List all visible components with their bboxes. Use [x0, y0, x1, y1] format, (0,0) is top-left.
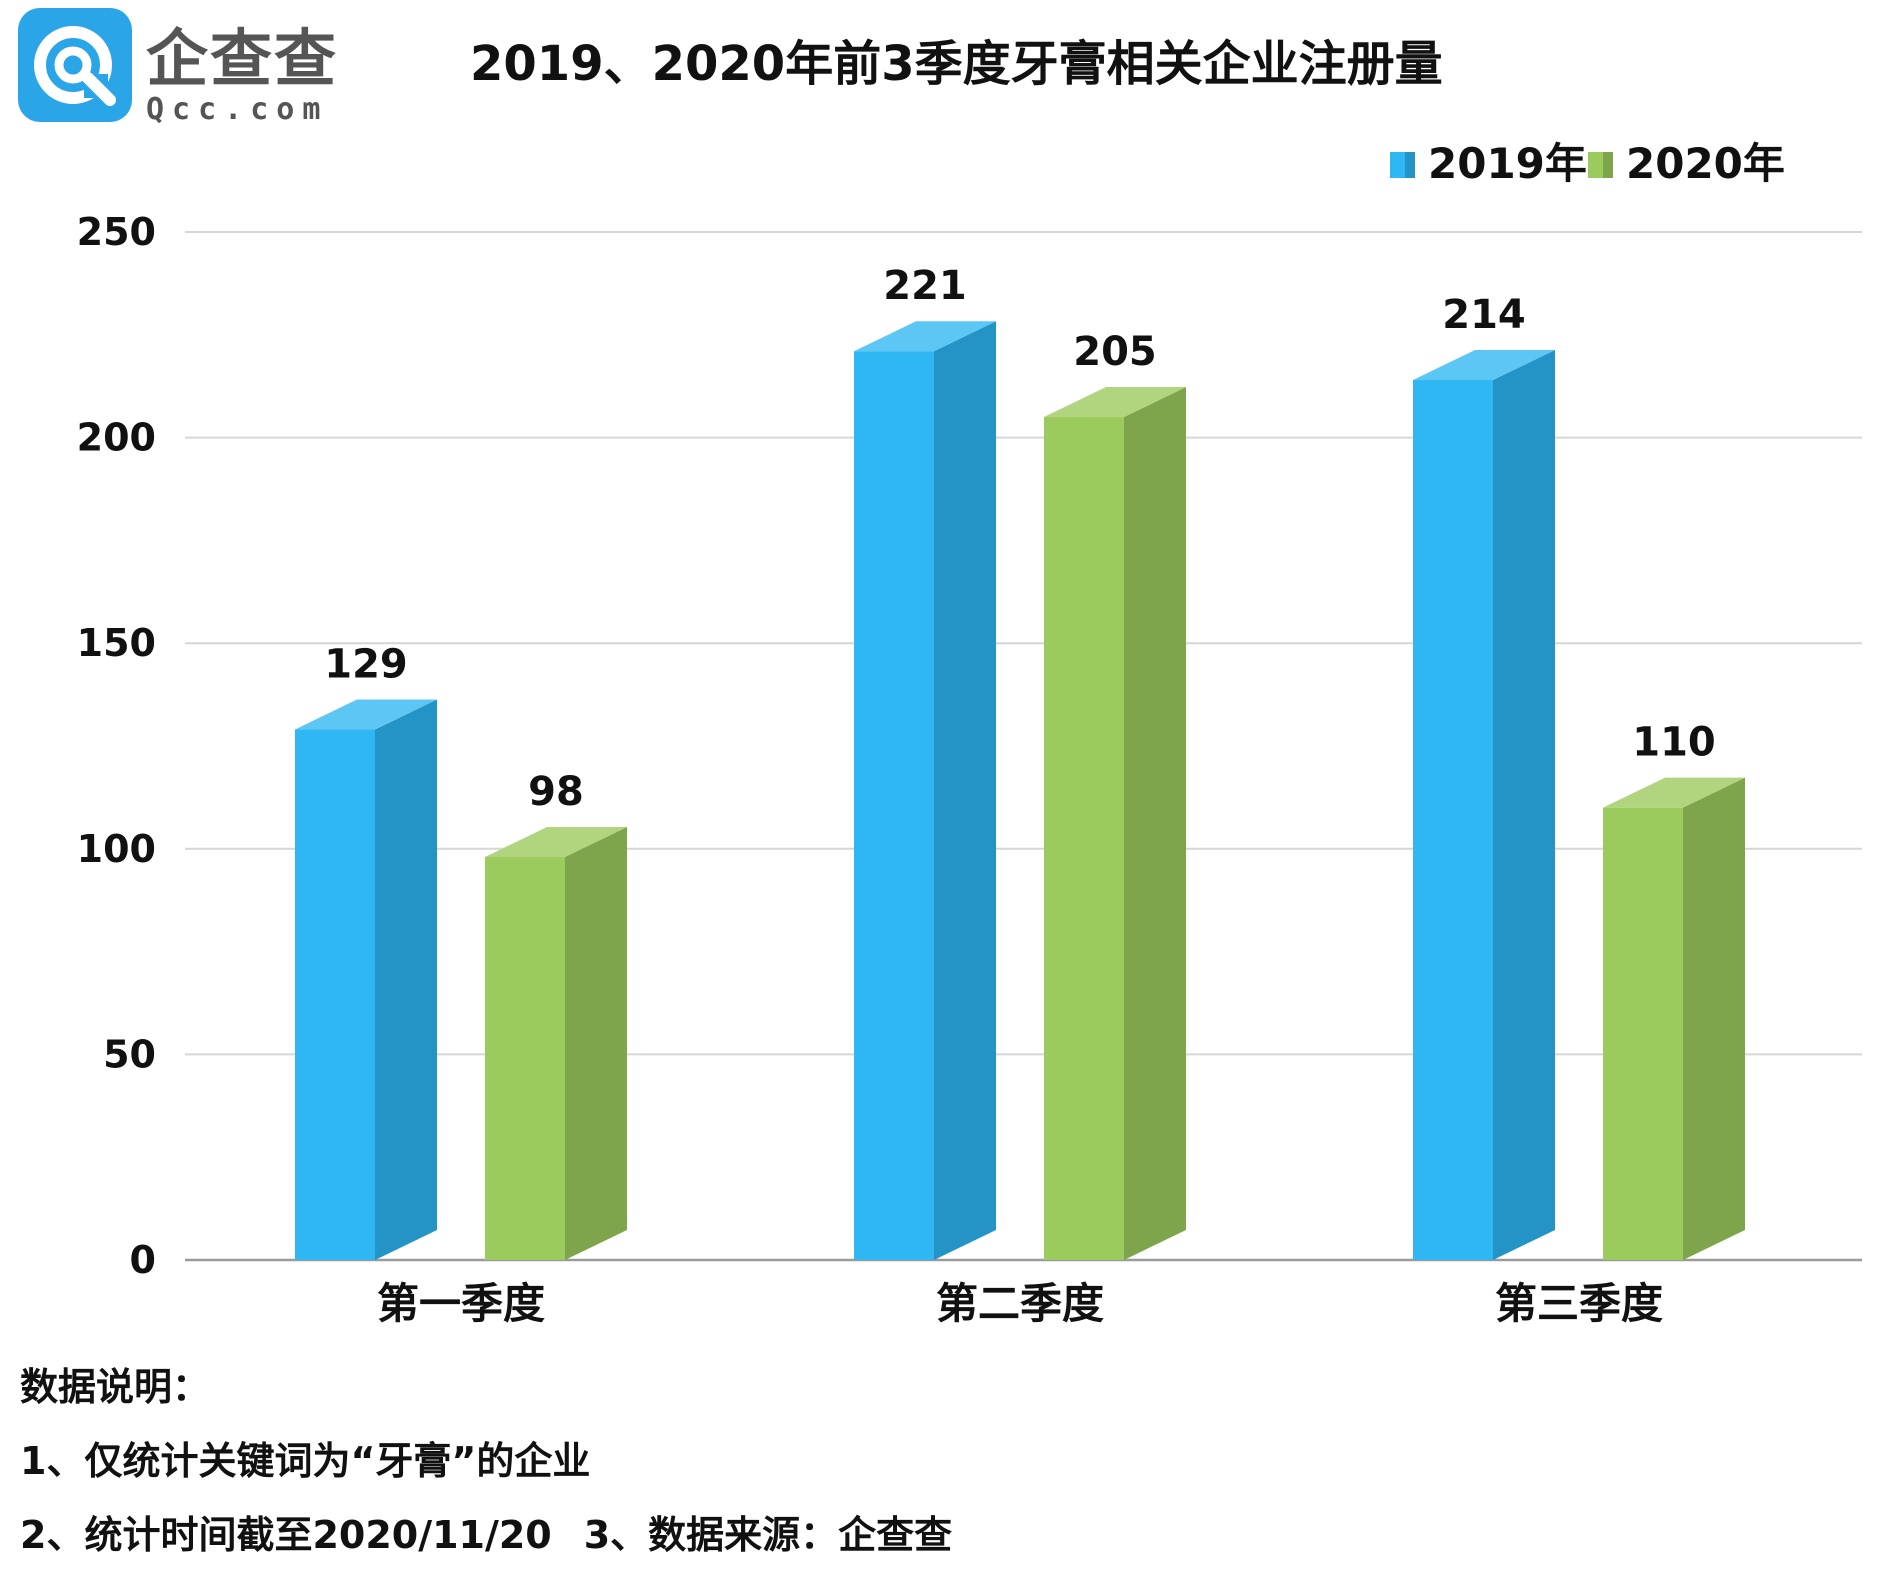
bar-front — [1044, 417, 1124, 1260]
notes-line-2: 2、统计时间截至2020/11/20 3、数据来源：企查查 — [20, 1498, 952, 1572]
bar-front — [295, 729, 375, 1260]
label-layer: 0 50 100 150 200 250 129 98 第一季度 221 205 第二季度 214 110… — [77, 210, 1716, 1328]
data-label: 129 — [324, 642, 408, 688]
logo-name: 企查查 — [146, 22, 339, 95]
bar-top — [1413, 350, 1555, 381]
notes-heading: 数据说明： — [20, 1365, 211, 1409]
y-tick-label: 100 — [77, 827, 156, 871]
bar-top — [1603, 777, 1745, 808]
bar-top — [485, 827, 627, 858]
bar — [1413, 350, 1555, 1261]
legend-label: 2020年 — [1626, 139, 1785, 188]
y-tick-label: 150 — [77, 621, 156, 665]
bar — [854, 321, 996, 1260]
data-label: 205 — [1073, 329, 1157, 375]
data-label: 214 — [1442, 292, 1526, 338]
y-tick-label: 50 — [103, 1032, 156, 1076]
legend-item: 2020年 — [1588, 139, 1785, 188]
data-notes: 数据说明： 1、仅统计关键词为“牙膏”的企业 2、统计时间截至2020/11/2… — [20, 1350, 952, 1572]
logo-url: Qcc.com — [146, 92, 329, 127]
bar-front — [1413, 380, 1493, 1261]
notes-line-1: 1、仅统计关键词为“牙膏”的企业 — [20, 1439, 591, 1483]
data-label: 221 — [883, 263, 967, 309]
y-tick-label: 200 — [77, 416, 156, 460]
bar-side — [1683, 777, 1745, 1260]
bar-side — [1124, 387, 1186, 1260]
bar-front — [1603, 807, 1683, 1260]
x-tick-label: 第二季度 — [936, 1279, 1104, 1328]
x-tick-label: 第三季度 — [1495, 1279, 1663, 1328]
bar-top — [295, 699, 437, 730]
bar-front — [854, 351, 934, 1260]
chart-title: 2019、2020年前3季度牙膏相关企业注册量 — [470, 36, 1443, 92]
legend-swatch-side — [1405, 152, 1415, 178]
bar-side — [565, 827, 627, 1260]
bar-side — [1493, 350, 1555, 1261]
legend-swatch-front — [1390, 152, 1405, 178]
bar — [1044, 387, 1186, 1260]
legend-swatch-side — [1603, 152, 1613, 178]
bar — [295, 699, 437, 1260]
y-tick-label: 250 — [77, 210, 156, 254]
legend-swatch-front — [1588, 152, 1603, 178]
qcc-logo-icon — [18, 8, 132, 122]
data-label: 110 — [1632, 720, 1716, 766]
data-label: 98 — [528, 769, 584, 815]
bar — [1603, 777, 1745, 1260]
bar — [485, 827, 627, 1260]
bar-layer — [295, 321, 1745, 1261]
qcc-logo: 企查查 Qcc.com — [18, 8, 358, 127]
notes-line-2-date: 2、统计时间截至2020/11/20 — [20, 1513, 552, 1557]
y-tick-label: 0 — [130, 1238, 156, 1282]
legend-label: 2019年 — [1428, 139, 1587, 188]
notes-line-2-source: 3、数据来源：企查查 — [583, 1513, 953, 1557]
grid-layer — [185, 231, 1862, 1262]
legend-item: 2019年 — [1390, 139, 1587, 188]
bar-chart: 0 50 100 150 200 250 129 98 第一季度 221 205 第二季度 214 110… — [77, 139, 1862, 1328]
bar-side — [375, 699, 437, 1260]
x-tick-label: 第一季度 — [377, 1279, 545, 1328]
bar-top — [854, 321, 996, 352]
legend: 2019年 2020年 — [1390, 139, 1785, 188]
bar-front — [485, 857, 565, 1260]
bar-side — [934, 321, 996, 1260]
bar-top — [1044, 387, 1186, 418]
